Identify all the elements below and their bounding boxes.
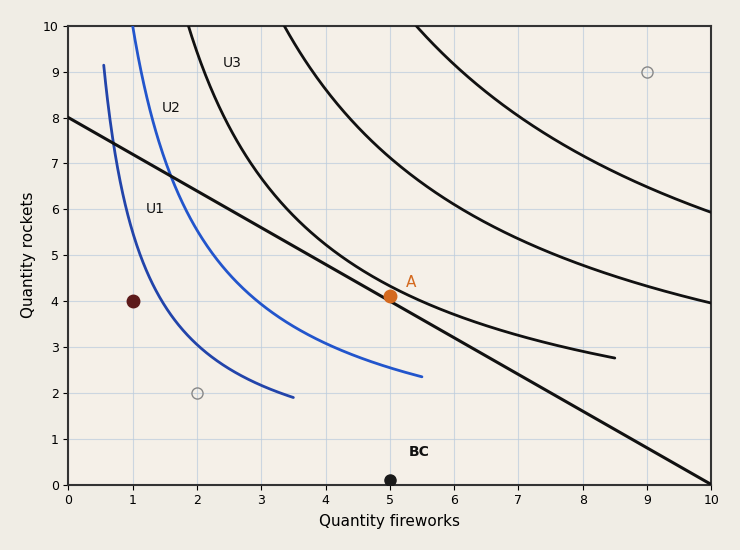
Y-axis label: Quantity rockets: Quantity rockets xyxy=(21,192,36,318)
Text: A: A xyxy=(406,275,416,290)
Text: U3: U3 xyxy=(223,56,242,69)
X-axis label: Quantity fireworks: Quantity fireworks xyxy=(319,514,460,529)
Text: U1: U1 xyxy=(146,202,165,216)
Text: U2: U2 xyxy=(162,101,181,116)
Text: BC: BC xyxy=(409,446,430,459)
